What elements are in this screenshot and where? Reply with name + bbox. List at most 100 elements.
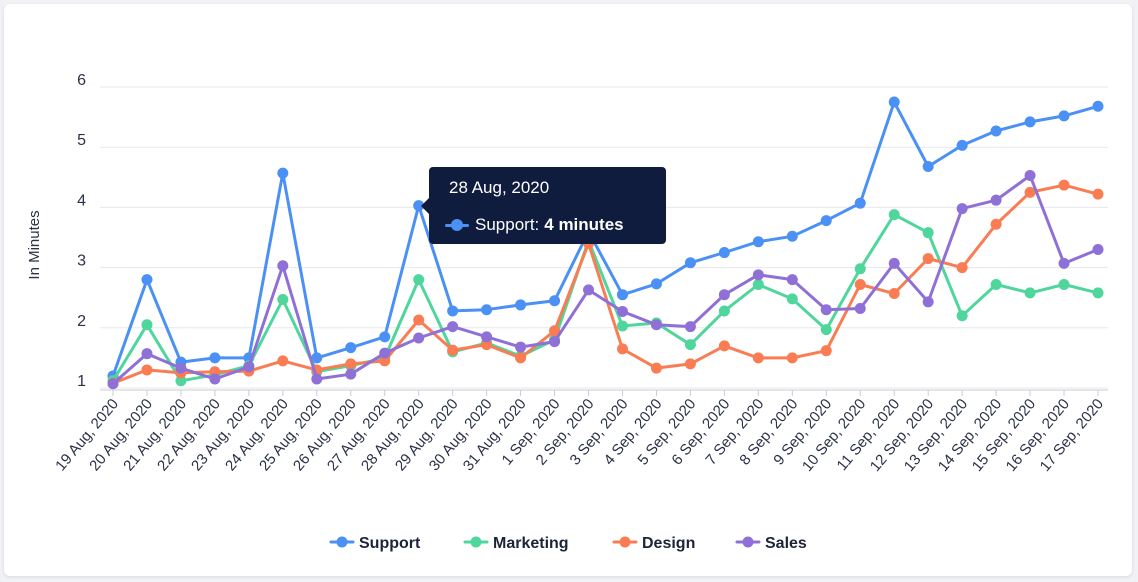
data-point[interactable]	[1092, 100, 1104, 112]
data-point[interactable]	[413, 274, 425, 286]
data-point[interactable]	[888, 96, 900, 108]
data-point[interactable]	[616, 289, 628, 301]
data-point[interactable]	[956, 203, 968, 215]
data-point[interactable]	[718, 289, 730, 301]
data-point[interactable]	[820, 345, 832, 357]
data-point[interactable]	[311, 352, 323, 364]
data-point[interactable]	[752, 352, 764, 364]
data-point[interactable]	[1058, 257, 1070, 269]
legend-item-support[interactable]: Support	[329, 535, 421, 552]
data-point[interactable]	[922, 227, 934, 239]
data-point[interactable]	[820, 304, 832, 316]
data-point[interactable]	[1092, 188, 1104, 200]
data-point[interactable]	[549, 295, 561, 307]
data-point[interactable]	[481, 339, 493, 351]
data-point[interactable]	[447, 344, 459, 356]
data-point[interactable]	[616, 343, 628, 355]
data-point[interactable]	[956, 310, 968, 322]
data-point[interactable]	[583, 284, 595, 296]
data-point[interactable]	[277, 355, 289, 367]
legend-item-marketing[interactable]: Marketing	[463, 535, 569, 552]
data-point[interactable]	[141, 364, 153, 376]
data-point[interactable]	[209, 352, 221, 364]
data-point[interactable]	[718, 340, 730, 352]
data-point[interactable]	[345, 358, 357, 370]
data-point[interactable]	[379, 347, 391, 359]
data-point[interactable]	[990, 218, 1002, 230]
data-point[interactable]	[854, 278, 866, 290]
data-point[interactable]	[277, 167, 289, 179]
data-point[interactable]	[1092, 244, 1104, 256]
data-point[interactable]	[956, 139, 968, 151]
data-point[interactable]	[684, 339, 696, 351]
data-point[interactable]	[616, 306, 628, 318]
data-point[interactable]	[209, 373, 221, 385]
data-point[interactable]	[922, 296, 934, 308]
data-point[interactable]	[786, 293, 798, 305]
data-point[interactable]	[990, 278, 1002, 290]
legend-item-sales[interactable]: Sales	[735, 535, 807, 552]
data-point[interactable]	[820, 324, 832, 336]
data-point[interactable]	[718, 305, 730, 317]
data-point[interactable]	[345, 342, 357, 354]
data-point[interactable]	[141, 319, 153, 331]
data-point[interactable]	[515, 299, 527, 311]
data-point[interactable]	[650, 319, 662, 331]
data-point[interactable]	[786, 274, 798, 286]
data-point[interactable]	[447, 305, 459, 317]
data-point[interactable]	[820, 215, 832, 227]
data-point[interactable]	[141, 348, 153, 360]
data-point[interactable]	[1058, 110, 1070, 122]
data-point[interactable]	[888, 209, 900, 221]
data-point[interactable]	[752, 278, 764, 290]
data-point[interactable]	[107, 378, 119, 390]
data-point[interactable]	[379, 355, 391, 367]
data-point[interactable]	[990, 125, 1002, 137]
data-point[interactable]	[650, 278, 662, 290]
data-point[interactable]	[549, 336, 561, 348]
data-point[interactable]	[854, 263, 866, 275]
data-point[interactable]	[1024, 169, 1036, 181]
data-point[interactable]	[413, 332, 425, 344]
data-point[interactable]	[854, 197, 866, 209]
data-point[interactable]	[684, 321, 696, 333]
data-point[interactable]	[888, 257, 900, 269]
data-point[interactable]	[379, 331, 391, 343]
data-point[interactable]	[175, 375, 187, 387]
data-point[interactable]	[175, 362, 187, 374]
data-point[interactable]	[515, 352, 527, 364]
data-point[interactable]	[684, 257, 696, 269]
data-point[interactable]	[277, 260, 289, 272]
data-point[interactable]	[141, 274, 153, 286]
data-point[interactable]	[481, 331, 493, 343]
data-point[interactable]	[650, 362, 662, 374]
data-point[interactable]	[786, 230, 798, 242]
data-point[interactable]	[515, 341, 527, 353]
data-point[interactable]	[345, 368, 357, 380]
data-point[interactable]	[922, 253, 934, 265]
data-point[interactable]	[616, 320, 628, 332]
data-point[interactable]	[413, 314, 425, 326]
data-point[interactable]	[922, 160, 934, 172]
data-point[interactable]	[1058, 278, 1070, 290]
data-point[interactable]	[888, 287, 900, 299]
data-point[interactable]	[752, 269, 764, 281]
legend-item-design[interactable]: Design	[612, 535, 695, 552]
data-point[interactable]	[243, 361, 255, 373]
data-point[interactable]	[311, 373, 323, 385]
data-point[interactable]	[1024, 116, 1036, 128]
data-point[interactable]	[752, 236, 764, 248]
data-point[interactable]	[990, 194, 1002, 206]
data-point[interactable]	[718, 247, 730, 259]
data-point[interactable]	[1092, 287, 1104, 299]
data-point[interactable]	[1024, 186, 1036, 198]
data-point[interactable]	[277, 294, 289, 306]
data-point[interactable]	[684, 358, 696, 370]
data-point[interactable]	[447, 321, 459, 333]
data-point[interactable]	[549, 325, 561, 337]
data-point[interactable]	[786, 352, 798, 364]
data-point[interactable]	[956, 262, 968, 274]
data-point[interactable]	[854, 303, 866, 315]
data-point[interactable]	[481, 304, 493, 316]
data-point[interactable]	[1024, 287, 1036, 299]
